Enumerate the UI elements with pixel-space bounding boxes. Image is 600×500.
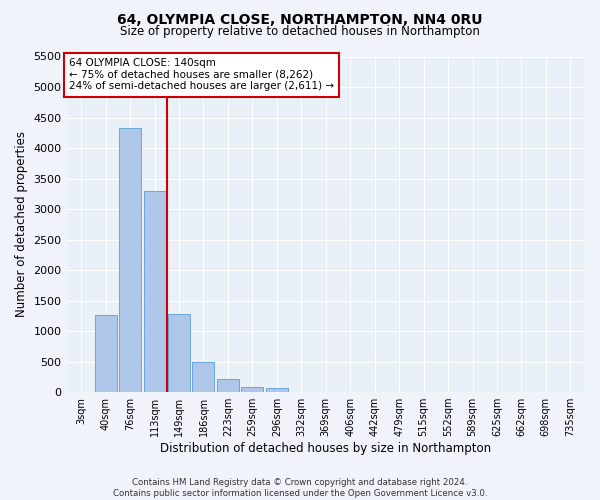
Bar [217, 380, 239, 392]
Bar [266, 388, 288, 392]
X-axis label: Distribution of detached houses by size in Northampton: Distribution of detached houses by size … [160, 442, 491, 455]
Text: Size of property relative to detached houses in Northampton: Size of property relative to detached ho… [120, 25, 480, 38]
Bar [119, 128, 141, 392]
Y-axis label: Number of detached properties: Number of detached properties [15, 132, 28, 318]
Text: 64 OLYMPIA CLOSE: 140sqm
← 75% of detached houses are smaller (8,262)
24% of sem: 64 OLYMPIA CLOSE: 140sqm ← 75% of detach… [69, 58, 334, 92]
Bar [241, 386, 263, 392]
Bar [95, 315, 116, 392]
Bar [193, 362, 214, 392]
Bar [143, 190, 166, 392]
Text: 64, OLYMPIA CLOSE, NORTHAMPTON, NN4 0RU: 64, OLYMPIA CLOSE, NORTHAMPTON, NN4 0RU [117, 12, 483, 26]
Bar [168, 314, 190, 392]
Text: Contains HM Land Registry data © Crown copyright and database right 2024.
Contai: Contains HM Land Registry data © Crown c… [113, 478, 487, 498]
